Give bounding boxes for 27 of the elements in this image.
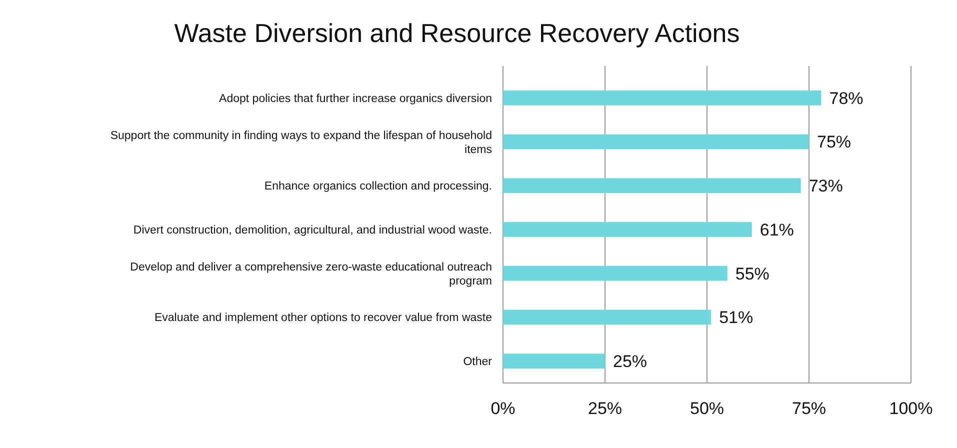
data-label: 61% [760, 220, 794, 240]
y-tick-label: Enhance organics collection and processing. [264, 180, 492, 193]
bar [503, 134, 809, 150]
y-tick-label: Support the community in finding ways to expand the lifespan of household items [110, 130, 492, 156]
x-tick-label: 25% [588, 399, 622, 418]
data-label: 73% [808, 176, 843, 196]
chart-title: Waste Diversion and Resource Recovery Actions [174, 18, 740, 48]
data-label: 51% [719, 308, 754, 328]
x-tick-label: 50% [690, 399, 724, 418]
data-label: 55% [735, 264, 770, 284]
bar [503, 90, 822, 106]
x-tick-label: 0% [490, 399, 516, 418]
bar [503, 178, 801, 194]
data-label: 75% [817, 132, 852, 152]
data-label: 78% [829, 88, 864, 108]
bar [503, 266, 728, 281]
y-tick-label: Evaluate and implement other options to recover value from waste [154, 312, 492, 324]
y-tick-label: Divert construction, demolition, agricultural, and industrial wood waste. [133, 224, 492, 236]
y-tick-label: Develop and deliver a comprehensive zero-waste educational outreach program [130, 261, 492, 288]
bar [503, 222, 752, 237]
x-tick-label: 75% [792, 399, 826, 418]
y-tick-label: Adopt policies that further increase organics diversion [219, 92, 492, 105]
bar [503, 310, 712, 325]
x-tick-label: 100% [889, 399, 933, 418]
bar [503, 354, 605, 369]
y-tick-label: Other [463, 356, 492, 368]
data-label: 25% [613, 352, 648, 372]
